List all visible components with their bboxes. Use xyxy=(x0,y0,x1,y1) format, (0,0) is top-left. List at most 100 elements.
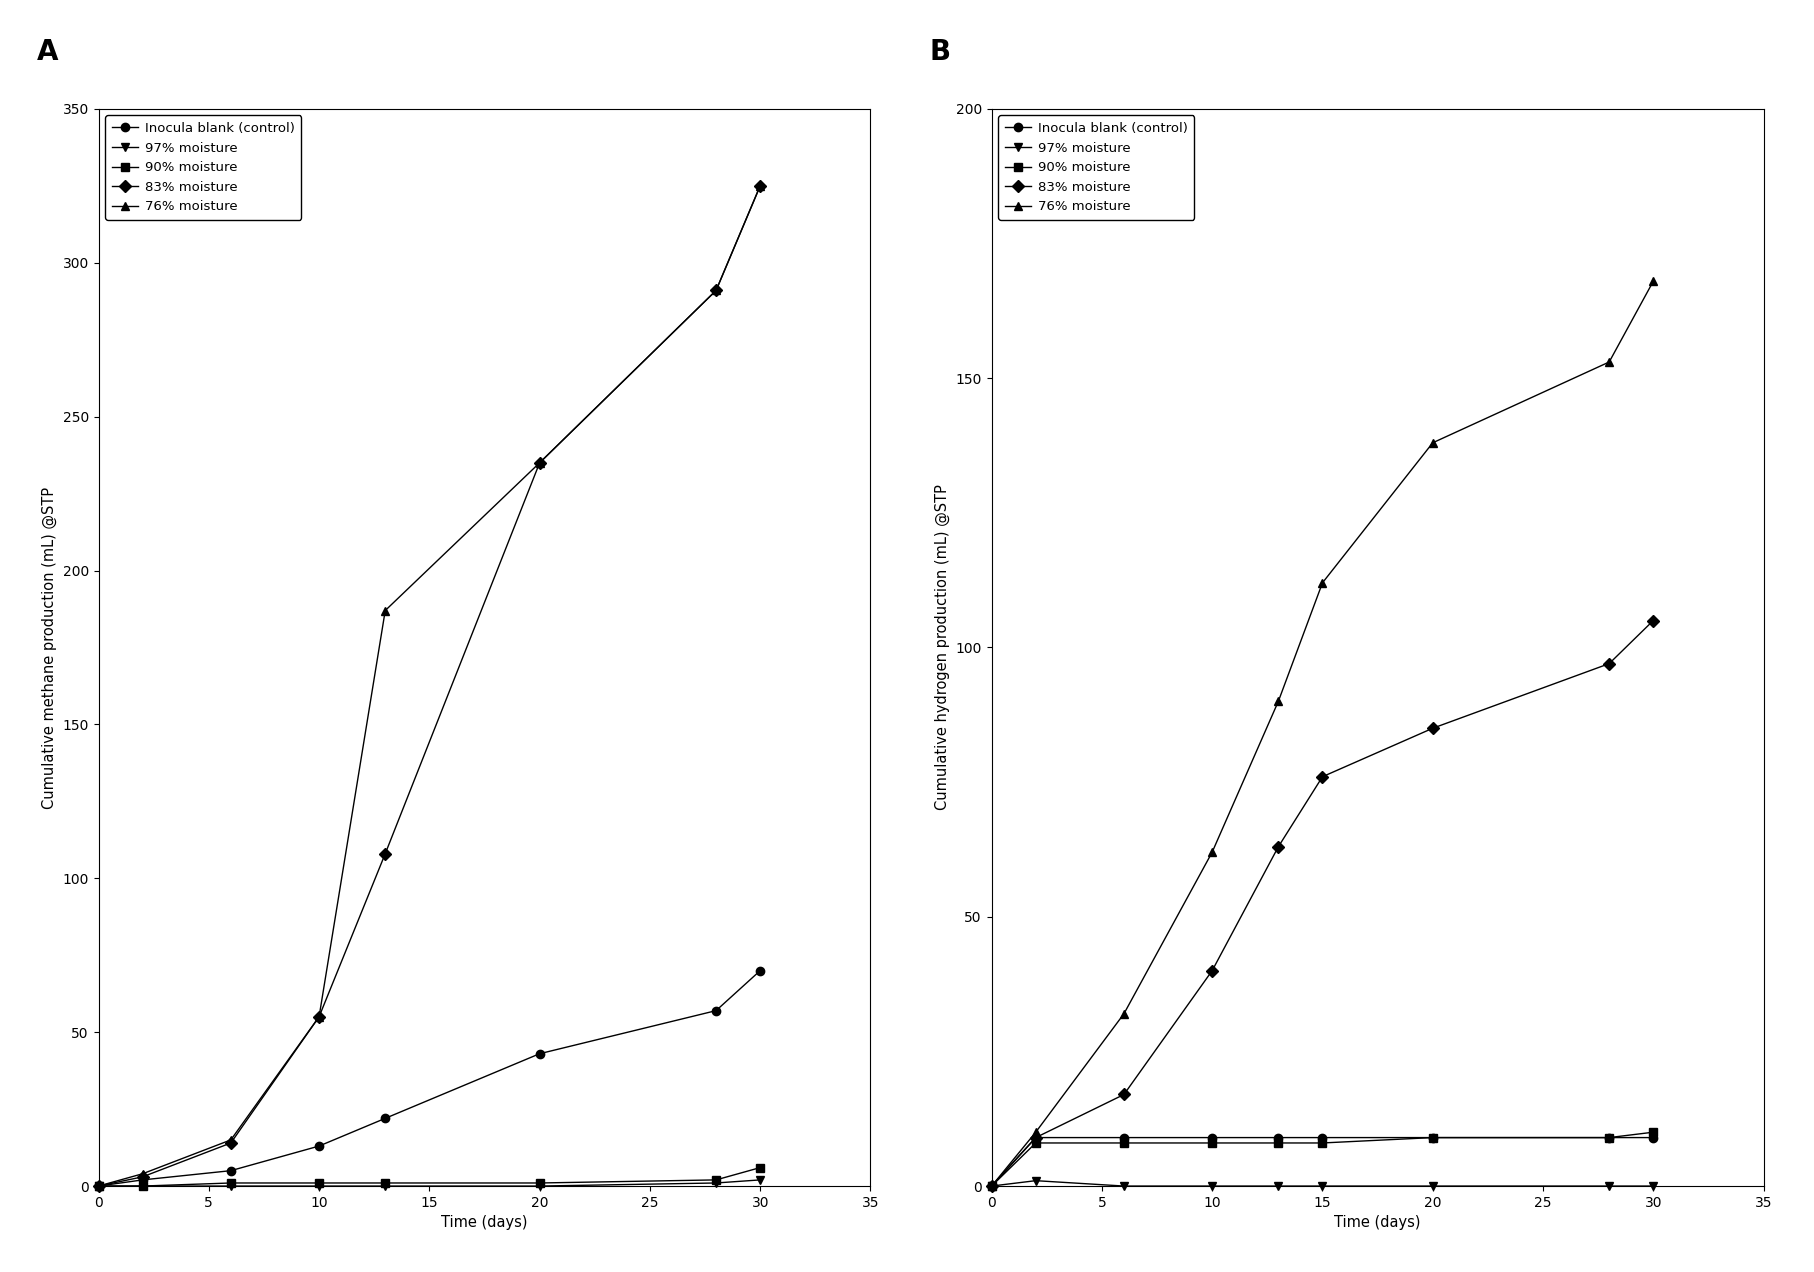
90% moisture xyxy=(1422,1130,1444,1145)
97% moisture xyxy=(1642,1178,1663,1193)
90% moisture xyxy=(981,1178,1003,1193)
97% moisture xyxy=(749,1173,771,1188)
Text: A: A xyxy=(36,38,58,66)
76% moisture xyxy=(981,1178,1003,1193)
83% moisture xyxy=(308,1009,330,1024)
76% moisture xyxy=(1598,355,1620,370)
83% moisture xyxy=(1422,721,1444,736)
Inocula blank (control) xyxy=(1114,1130,1136,1145)
83% moisture xyxy=(1025,1130,1047,1145)
Line: 76% moisture: 76% moisture xyxy=(94,182,764,1191)
90% moisture xyxy=(1642,1124,1663,1140)
90% moisture xyxy=(749,1160,771,1175)
97% moisture xyxy=(1025,1173,1047,1188)
90% moisture xyxy=(219,1175,241,1191)
97% moisture xyxy=(1268,1178,1290,1193)
83% moisture xyxy=(1201,963,1223,978)
76% moisture xyxy=(87,1178,109,1193)
90% moisture xyxy=(528,1175,550,1191)
Legend: Inocula blank (control), 97% moisture, 90% moisture, 83% moisture, 76% moisture: Inocula blank (control), 97% moisture, 9… xyxy=(105,116,301,220)
76% moisture xyxy=(374,603,395,618)
76% moisture xyxy=(1312,575,1333,590)
83% moisture xyxy=(219,1136,241,1151)
Inocula blank (control) xyxy=(1025,1130,1047,1145)
97% moisture xyxy=(308,1178,330,1193)
Line: 83% moisture: 83% moisture xyxy=(987,617,1658,1191)
X-axis label: Time (days): Time (days) xyxy=(1335,1215,1420,1230)
Inocula blank (control) xyxy=(1312,1130,1333,1145)
97% moisture xyxy=(1201,1178,1223,1193)
76% moisture xyxy=(308,1009,330,1024)
97% moisture xyxy=(981,1178,1003,1193)
Inocula blank (control) xyxy=(1422,1130,1444,1145)
83% moisture xyxy=(981,1178,1003,1193)
83% moisture xyxy=(528,455,550,471)
90% moisture xyxy=(1312,1136,1333,1151)
76% moisture xyxy=(528,455,550,471)
76% moisture xyxy=(132,1166,154,1182)
Y-axis label: Cumulative methane production (mL) @STP: Cumulative methane production (mL) @STP xyxy=(42,486,56,809)
Line: 90% moisture: 90% moisture xyxy=(94,1164,764,1191)
97% moisture xyxy=(1312,1178,1333,1193)
83% moisture xyxy=(749,178,771,193)
Inocula blank (control) xyxy=(132,1173,154,1188)
83% moisture xyxy=(1598,656,1620,672)
Inocula blank (control) xyxy=(1268,1130,1290,1145)
Inocula blank (control) xyxy=(1598,1130,1620,1145)
97% moisture xyxy=(528,1178,550,1193)
90% moisture xyxy=(1114,1136,1136,1151)
90% moisture xyxy=(706,1173,727,1188)
97% moisture xyxy=(219,1178,241,1193)
83% moisture xyxy=(87,1178,109,1193)
Inocula blank (control) xyxy=(981,1178,1003,1193)
76% moisture xyxy=(219,1132,241,1147)
Inocula blank (control) xyxy=(219,1163,241,1178)
76% moisture xyxy=(1201,845,1223,860)
76% moisture xyxy=(1114,1006,1136,1021)
Line: 97% moisture: 97% moisture xyxy=(94,1175,764,1191)
97% moisture xyxy=(1422,1178,1444,1193)
90% moisture xyxy=(1025,1136,1047,1151)
83% moisture xyxy=(1642,613,1663,628)
76% moisture xyxy=(706,282,727,298)
Text: B: B xyxy=(931,38,951,66)
Inocula blank (control) xyxy=(1642,1130,1663,1145)
97% moisture xyxy=(374,1178,395,1193)
Line: 83% moisture: 83% moisture xyxy=(94,182,764,1191)
Y-axis label: Cumulative hydrogen production (mL) @STP: Cumulative hydrogen production (mL) @STP xyxy=(934,485,951,810)
Inocula blank (control) xyxy=(308,1138,330,1154)
76% moisture xyxy=(749,178,771,193)
90% moisture xyxy=(1598,1130,1620,1145)
Inocula blank (control) xyxy=(749,963,771,978)
Inocula blank (control) xyxy=(706,1004,727,1019)
97% moisture xyxy=(706,1175,727,1191)
76% moisture xyxy=(1025,1124,1047,1140)
76% moisture xyxy=(1422,435,1444,450)
Legend: Inocula blank (control), 97% moisture, 90% moisture, 83% moisture, 76% moisture: Inocula blank (control), 97% moisture, 9… xyxy=(998,116,1194,220)
76% moisture xyxy=(1642,273,1663,289)
97% moisture xyxy=(132,1178,154,1193)
97% moisture xyxy=(1598,1178,1620,1193)
Inocula blank (control) xyxy=(87,1178,109,1193)
Inocula blank (control) xyxy=(1201,1130,1223,1145)
90% moisture xyxy=(1201,1136,1223,1151)
83% moisture xyxy=(1312,770,1333,785)
83% moisture xyxy=(1114,1086,1136,1102)
Line: Inocula blank (control): Inocula blank (control) xyxy=(987,1133,1658,1191)
90% moisture xyxy=(374,1175,395,1191)
X-axis label: Time (days): Time (days) xyxy=(441,1215,528,1230)
Line: 97% moisture: 97% moisture xyxy=(987,1177,1658,1191)
90% moisture xyxy=(87,1178,109,1193)
97% moisture xyxy=(87,1178,109,1193)
90% moisture xyxy=(308,1175,330,1191)
90% moisture xyxy=(132,1178,154,1193)
Line: Inocula blank (control): Inocula blank (control) xyxy=(94,967,764,1191)
Line: 90% moisture: 90% moisture xyxy=(987,1128,1658,1191)
83% moisture xyxy=(706,282,727,298)
83% moisture xyxy=(132,1169,154,1184)
97% moisture xyxy=(1114,1178,1136,1193)
Line: 76% moisture: 76% moisture xyxy=(987,277,1658,1191)
83% moisture xyxy=(1268,840,1290,855)
76% moisture xyxy=(1268,693,1290,709)
90% moisture xyxy=(1268,1136,1290,1151)
